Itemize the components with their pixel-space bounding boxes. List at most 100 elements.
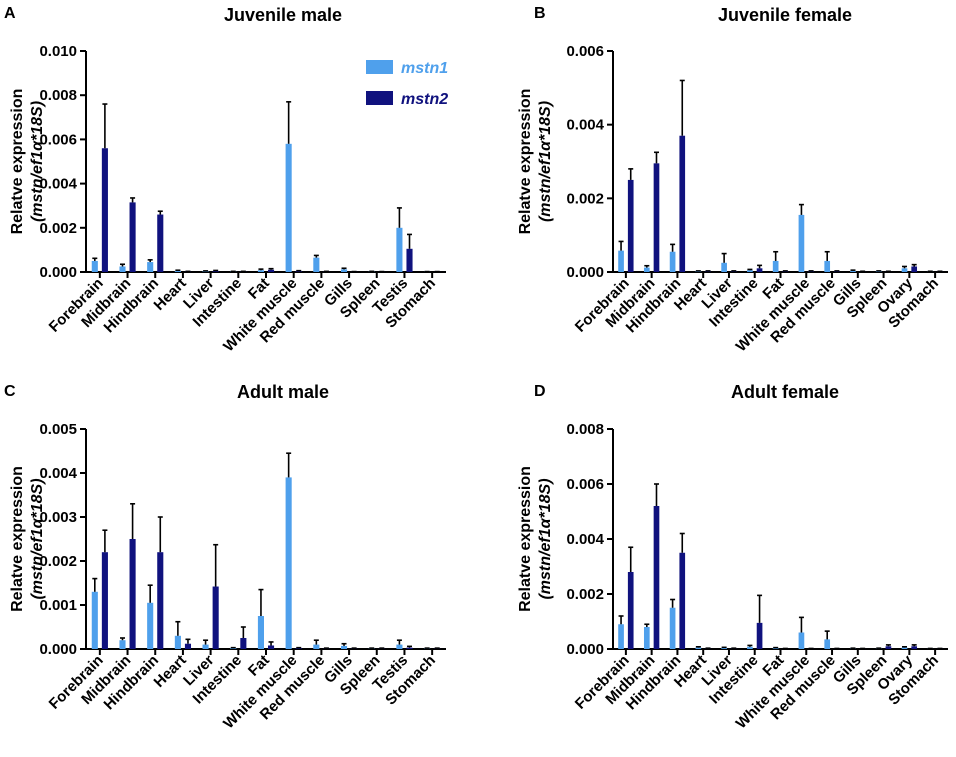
y-tick-label: 0.002 bbox=[566, 190, 604, 207]
bar-mstn1 bbox=[772, 648, 779, 649]
bar-mstn2 bbox=[295, 648, 302, 649]
bar-mstn1 bbox=[901, 268, 908, 272]
bar-mstn2 bbox=[627, 179, 634, 272]
legend-swatch-mstn2 bbox=[366, 91, 393, 105]
bar-mstn1 bbox=[91, 591, 98, 649]
y-axis-label: Relatve expression bbox=[9, 466, 26, 612]
panel-title: Adult male bbox=[237, 382, 329, 402]
bar-mstn1 bbox=[824, 639, 831, 649]
bar-mstn1 bbox=[147, 602, 154, 649]
bar-mstn1 bbox=[721, 262, 727, 272]
y-tick-label: 0.006 bbox=[566, 43, 604, 60]
bar-mstn1 bbox=[643, 627, 650, 649]
panel-letter: D bbox=[534, 383, 546, 400]
bar-mstn1 bbox=[618, 624, 624, 649]
bar-mstn2 bbox=[268, 269, 275, 272]
y-tick-label: 0.006 bbox=[39, 131, 77, 148]
bar-mstn1 bbox=[669, 607, 676, 649]
y-tick-label: 0.008 bbox=[566, 421, 604, 438]
y-tick-label: 0.002 bbox=[39, 220, 77, 237]
y-axis-label-sub: (mstn/ef1α*18S) bbox=[537, 101, 554, 222]
bar-mstn1 bbox=[340, 645, 348, 649]
bar-mstn1 bbox=[257, 616, 264, 649]
bar-mstn2 bbox=[406, 248, 413, 272]
bar-mstn2 bbox=[101, 552, 108, 649]
bar-mstn2 bbox=[911, 266, 918, 272]
y-tick-label: 0.000 bbox=[39, 264, 77, 281]
y-tick-label: 0.010 bbox=[39, 43, 77, 60]
bar-mstn1 bbox=[230, 648, 237, 649]
bar-mstn1 bbox=[721, 647, 727, 649]
y-tick-label: 0.003 bbox=[39, 509, 77, 526]
bar-mstn1 bbox=[772, 260, 779, 272]
bar-mstn2 bbox=[157, 214, 164, 272]
y-tick-label: 0.005 bbox=[39, 421, 77, 438]
bar-mstn1 bbox=[695, 647, 702, 649]
bar-mstn1 bbox=[747, 646, 753, 649]
panel-title: Juvenile male bbox=[224, 5, 342, 25]
bar-mstn2 bbox=[756, 622, 763, 649]
bar-mstn2 bbox=[268, 645, 275, 649]
bar-mstn1 bbox=[119, 640, 126, 649]
bar-mstn2 bbox=[627, 572, 634, 649]
panel-d: D Adult female Relatve expression (mstn/ef1… bbox=[517, 382, 948, 732]
bar-mstn2 bbox=[240, 638, 247, 649]
bar-mstn1 bbox=[396, 227, 403, 272]
bar-mstn1 bbox=[340, 269, 348, 272]
bar-mstn2 bbox=[101, 148, 108, 272]
bar-mstn2 bbox=[129, 202, 136, 272]
bar-mstn2 bbox=[653, 506, 660, 649]
panel-a: A Juvenile male Relatve expression (mstn/ef… bbox=[4, 5, 446, 355]
y-tick-label: 0.004 bbox=[566, 531, 604, 548]
y-axis-label: Relatve expression bbox=[517, 89, 534, 235]
bar-mstn1 bbox=[147, 262, 154, 272]
bar-mstn2 bbox=[157, 552, 164, 649]
bar-mstn1 bbox=[174, 635, 181, 649]
bar-mstn1 bbox=[850, 270, 856, 272]
bar-mstn2 bbox=[653, 163, 660, 272]
y-tick-label: 0.000 bbox=[566, 641, 604, 658]
y-tick-label: 0.004 bbox=[39, 176, 77, 193]
x-tick-label: Heart bbox=[151, 275, 190, 314]
bar-mstn2 bbox=[212, 271, 219, 272]
bar-mstn1 bbox=[313, 257, 320, 272]
panel-b: B Juvenile female Relatve expression (mstn/… bbox=[517, 5, 948, 355]
legend: mstn1 mstn2 bbox=[366, 60, 448, 108]
bar-mstn1 bbox=[257, 270, 264, 272]
bar-mstn1 bbox=[798, 632, 805, 649]
bar-mstn2 bbox=[885, 646, 892, 649]
y-tick-label: 0.002 bbox=[39, 553, 77, 570]
panel-title: Adult female bbox=[731, 382, 839, 402]
bar-mstn1 bbox=[202, 644, 209, 649]
legend-swatch-mstn1 bbox=[366, 60, 393, 74]
y-tick-label: 0.000 bbox=[566, 264, 604, 281]
y-axis-label-sub: (mstn/ef1α*18S) bbox=[29, 478, 46, 599]
panel-letter: A bbox=[4, 5, 16, 22]
y-axis-label: Relatve expression bbox=[9, 89, 26, 235]
bar-mstn2 bbox=[129, 539, 136, 649]
y-axis-label-sub: (mstn/ef1α*18S) bbox=[537, 478, 554, 599]
bar-mstn1 bbox=[618, 250, 624, 272]
bar-mstn1 bbox=[824, 260, 831, 272]
bar-mstn1 bbox=[643, 267, 650, 272]
bar-mstn2 bbox=[756, 268, 763, 272]
bar-mstn1 bbox=[798, 214, 805, 272]
y-tick-label: 0.006 bbox=[566, 476, 604, 493]
y-tick-label: 0.008 bbox=[39, 87, 77, 104]
bar-mstn2 bbox=[406, 647, 413, 649]
bar-mstn2 bbox=[184, 643, 192, 649]
legend-label-mstn2: mstn2 bbox=[401, 91, 448, 108]
y-tick-label: 0.004 bbox=[566, 117, 604, 134]
bar-mstn1 bbox=[313, 644, 320, 649]
y-tick-label: 0.004 bbox=[39, 465, 77, 482]
bar-mstn1 bbox=[747, 270, 753, 272]
y-tick-label: 0.002 bbox=[566, 586, 604, 603]
bar-mstn1 bbox=[669, 251, 676, 272]
bar-mstn2 bbox=[295, 271, 302, 272]
panel-c: C Adult male Relatve expression (mstn/ef1α*… bbox=[4, 382, 446, 732]
y-axis-label-sub: (mstn/ef1α*18S) bbox=[29, 101, 46, 222]
x-tick-label: Heart bbox=[151, 652, 190, 691]
bar-mstn1 bbox=[396, 644, 403, 649]
bar-mstn1 bbox=[119, 266, 126, 272]
